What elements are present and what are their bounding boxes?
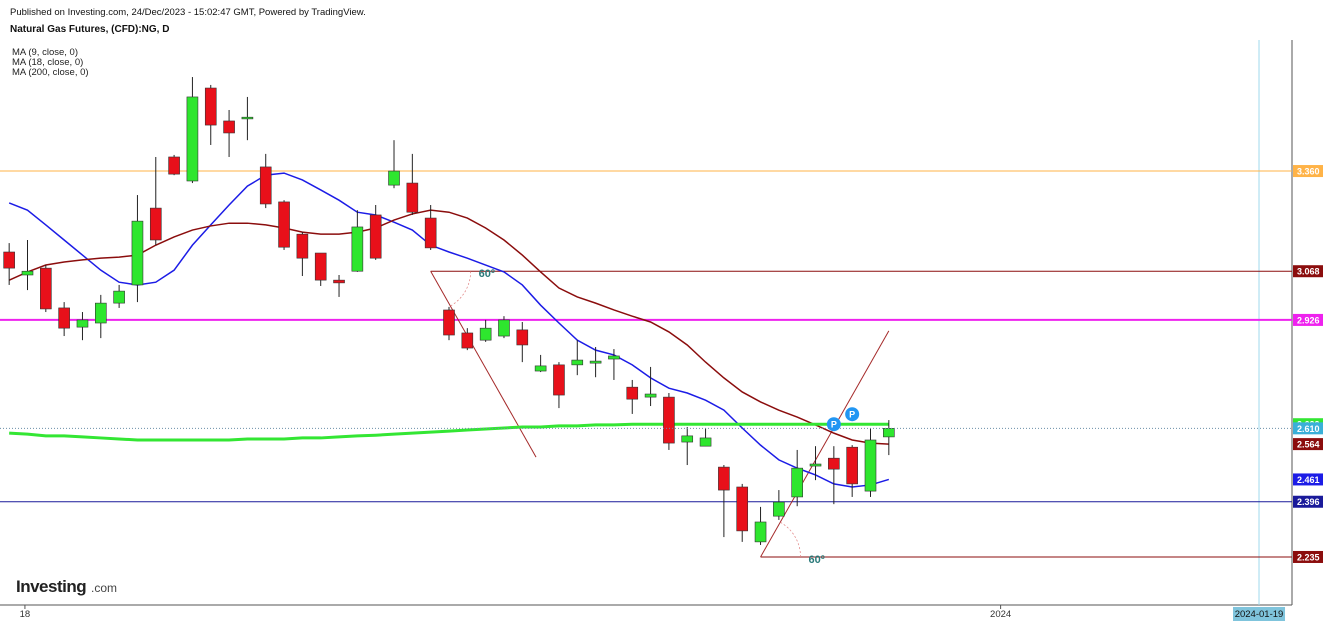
candle-body xyxy=(131,220,144,286)
candle-body xyxy=(296,233,309,259)
candle-body xyxy=(241,116,254,120)
candle-body xyxy=(21,270,34,276)
candle-body xyxy=(94,302,107,324)
ma-line xyxy=(8,172,890,488)
candle-body xyxy=(534,365,547,372)
chart-title: Natural Gas Futures, (CFD):NG, D xyxy=(10,24,169,35)
date-marker-label: 2024-01-19 xyxy=(1235,609,1284,620)
candle-body xyxy=(589,360,602,364)
logo-suffix: .com xyxy=(91,581,117,595)
candle-body xyxy=(718,466,730,491)
legend-entry: MA (9, close, 0) xyxy=(12,47,78,58)
candle-body xyxy=(113,290,125,304)
price-label: 3.068 xyxy=(1297,267,1320,277)
candle-body xyxy=(406,182,419,213)
published-note: Published on Investing.com, 24/Dec/2023 … xyxy=(10,7,366,18)
candle-body xyxy=(388,170,400,186)
price-label-box xyxy=(1293,265,1323,278)
angle-label: 60º xyxy=(809,554,825,566)
candle-body xyxy=(58,307,70,329)
candle-body xyxy=(663,396,675,444)
event-marker xyxy=(826,417,841,432)
price-label: 2.926 xyxy=(1297,315,1320,325)
angle-arc xyxy=(450,271,472,307)
candle-body xyxy=(3,251,15,269)
trendline xyxy=(760,330,890,558)
candle-body xyxy=(571,359,584,366)
angle-label: 60º xyxy=(479,268,495,280)
candle-body xyxy=(351,226,364,272)
event-label: P xyxy=(849,410,855,420)
candle-body xyxy=(278,201,290,248)
candle-body xyxy=(443,309,455,336)
event-label: P xyxy=(831,420,837,430)
candle-body xyxy=(773,501,785,517)
candle-body xyxy=(681,435,694,443)
price-label-box xyxy=(1293,495,1323,508)
price-label: 2.461 xyxy=(1297,475,1320,485)
price-label-box xyxy=(1293,313,1323,326)
candle-body xyxy=(644,393,657,398)
candle-body xyxy=(369,214,382,259)
candle-body xyxy=(40,267,52,310)
candle-body xyxy=(149,207,162,241)
candle-body xyxy=(791,467,803,498)
price-label: 3.360 xyxy=(1297,167,1320,177)
price-label-box xyxy=(1293,550,1323,563)
price-label-box xyxy=(1293,422,1323,435)
candle-body xyxy=(516,329,529,346)
ma-line xyxy=(9,422,889,442)
event-marker xyxy=(845,407,860,422)
candle-body xyxy=(754,521,767,543)
date-marker-box xyxy=(1233,607,1286,621)
candle-body xyxy=(333,279,345,284)
ma-line xyxy=(8,209,889,445)
price-label: 2.564 xyxy=(1297,440,1320,450)
candle-body xyxy=(846,446,858,485)
logo: Investing .com xyxy=(16,577,117,596)
legend-entry: MA (200, close, 0) xyxy=(12,67,89,78)
price-label-box xyxy=(1293,165,1323,178)
candle-body xyxy=(498,319,510,337)
candle-body xyxy=(553,364,565,396)
candle-body xyxy=(608,355,620,360)
legend-entry: MA (18, close, 0) xyxy=(12,57,83,68)
candle-body xyxy=(223,120,235,134)
price-label: 2.235 xyxy=(1297,552,1320,562)
candle-body xyxy=(168,156,180,175)
candle-body xyxy=(736,486,749,532)
price-label: 2.610 xyxy=(1297,424,1320,434)
candle-body xyxy=(186,96,199,182)
candle-body xyxy=(479,327,492,341)
candle-body xyxy=(461,332,474,349)
price-label-box xyxy=(1293,438,1323,451)
candle-body xyxy=(76,319,89,328)
candle-body xyxy=(204,87,217,126)
angle-arc xyxy=(780,521,801,557)
price-label: 2.396 xyxy=(1297,497,1320,507)
candle-body xyxy=(314,252,327,281)
candle-body xyxy=(883,428,895,438)
candle-body xyxy=(699,437,712,447)
x-tick-label: 18 xyxy=(20,609,31,620)
logo-main: Investing xyxy=(16,577,86,596)
x-tick-label: 2024 xyxy=(990,609,1011,620)
candle-body xyxy=(809,463,822,467)
candle-body xyxy=(828,457,840,470)
candle-body xyxy=(864,439,877,492)
candle-body xyxy=(259,166,272,205)
candle-body xyxy=(626,386,639,400)
candle-body xyxy=(424,217,437,249)
price-label-box xyxy=(1293,473,1323,486)
